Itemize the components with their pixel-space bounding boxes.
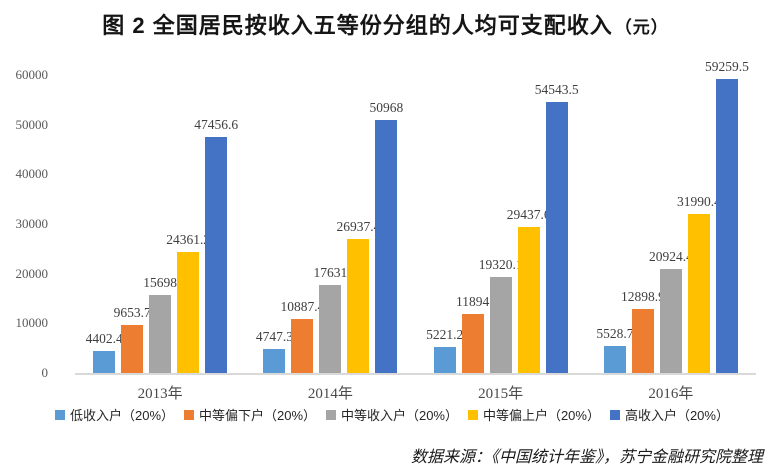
value-label: 10887.4 — [280, 298, 325, 314]
legend-label: 中等偏上户（20%） — [482, 408, 600, 423]
value-label: 4747.3 — [255, 329, 293, 345]
value-label: 4402.4 — [85, 331, 123, 347]
legend-item: 中等收入户（20%） — [325, 405, 458, 424]
legend-swatch-icon — [609, 409, 620, 420]
bar-series-0: 4747.3 — [256, 329, 293, 373]
value-label: 11894 — [456, 293, 490, 309]
y-tick-label: 60000 — [15, 67, 49, 82]
bar-series-2: 20924.4 — [649, 249, 693, 373]
chart-title: 图 2 全国居民按收入五等份分组的人均可支配收入 （元） — [0, 8, 771, 40]
legend-swatch-icon — [55, 409, 65, 420]
chart-title-text: 图 2 全国居民按收入五等份分组的人均可支配收入 — [102, 13, 613, 38]
value-label: 5528.7 — [596, 325, 634, 341]
value-label: 5221.2 — [426, 327, 464, 343]
value-label: 24361.2 — [166, 232, 211, 247]
value-label: 47456.6 — [194, 117, 239, 133]
bar-series-1: 9653.7 — [114, 305, 151, 373]
x-tick-label: 2016年 — [648, 386, 694, 402]
value-label: 54543.5 — [534, 82, 579, 98]
chart-title-unit: （元） — [614, 18, 669, 37]
y-tick-label: 50000 — [15, 116, 49, 132]
bar-series-3: 26937.4 — [336, 219, 380, 373]
bar-series-0: 4402.4 — [86, 331, 123, 373]
legend-item: 高收入户（20%） — [609, 405, 729, 424]
bar-series-0: 5528.7 — [596, 326, 633, 373]
legend-swatch-icon — [467, 409, 478, 420]
bar-series-4: 47456.6 — [194, 117, 238, 373]
legend-item: 中等偏下户（20%） — [183, 405, 317, 424]
bar-series-1: 12898.9 — [621, 289, 665, 373]
y-tick-label: 40000 — [15, 166, 49, 182]
y-tick-label: 0 — [41, 365, 49, 380]
value-label: 12898.9 — [620, 288, 665, 304]
y-tick-label: 20000 — [15, 265, 49, 281]
legend-label: 低收入户（20%） — [70, 408, 175, 423]
bar-series-1: 11894 — [456, 294, 489, 373]
bar-series-2: 19320.1 — [479, 257, 523, 373]
value-label: 19320.1 — [478, 257, 523, 272]
bar-series-4: 59259.5 — [705, 59, 749, 373]
legend: 低收入户（20%） 中等偏下户（20%） 中等收入户（20%） 中等偏上户（20%） 高… — [55, 405, 729, 424]
bar-chart: 0 10000 20000 30000 40000 50000 60000 4402.4 96… — [0, 59, 771, 405]
legend-label: 高收入户（20%） — [624, 408, 729, 423]
value-label: 20924.4 — [648, 249, 693, 265]
bar-group: 5221.2 11894 19320.1 29437.6 54543.5 2015年 — [416, 75, 586, 402]
bar-series-2: 17631 — [314, 265, 347, 373]
y-axis: 0 10000 20000 30000 40000 50000 60000 — [0, 67, 62, 380]
legend-item: 中等偏上户（20%） — [467, 405, 600, 424]
bar-group: 4747.3 10887.4 17631 26937.4 50968 2014年 — [245, 75, 415, 402]
legend-swatch-icon — [325, 409, 336, 420]
bar-series-3: 29437.6 — [507, 207, 551, 373]
legend-label: 中等收入户（20%） — [340, 408, 458, 423]
data-source: 数据来源：《中国统计年鉴》，苏宁金融研究院整理 — [410, 449, 763, 466]
bar-series-2: 15698 — [143, 275, 177, 373]
value-label: 31990.4 — [676, 194, 721, 210]
x-tick-label: 2014年 — [307, 386, 353, 402]
plot-area: 4402.4 9653.7 15698 24361.2 47456.6 2013年 4747… — [75, 59, 756, 402]
value-label: 9653.7 — [113, 305, 151, 321]
bar-group: 5528.7 12898.9 20924.4 31990.4 59259.5 2016年 — [586, 59, 756, 402]
bar-series-0: 5221.2 — [426, 327, 463, 373]
value-label: 29437.6 — [506, 206, 551, 222]
value-label: 26937.4 — [336, 219, 381, 235]
y-tick-label: 10000 — [15, 315, 49, 331]
legend-item: 低收入户（20%） — [55, 405, 174, 424]
bar-series-4: 54543.5 — [535, 82, 579, 373]
value-label: 15698 — [143, 275, 177, 290]
bar-series-3: 31990.4 — [677, 194, 721, 373]
bar-group: 4402.4 9653.7 15698 24361.2 47456.6 2013年 — [75, 75, 245, 402]
value-label: 17631 — [313, 265, 348, 281]
value-label: 59259.5 — [704, 58, 749, 74]
bar-series-3: 24361.2 — [166, 232, 210, 373]
legend-swatch-icon — [183, 409, 194, 420]
value-label: 50968 — [369, 99, 404, 115]
x-tick-label: 2013年 — [137, 386, 183, 402]
bar-series-1: 10887.4 — [280, 299, 324, 373]
bar-series-4: 50968 — [370, 100, 403, 373]
y-tick-label: 30000 — [15, 216, 49, 231]
x-tick-label: 2015年 — [478, 386, 524, 402]
legend-label: 中等偏下户（20%） — [198, 408, 317, 423]
